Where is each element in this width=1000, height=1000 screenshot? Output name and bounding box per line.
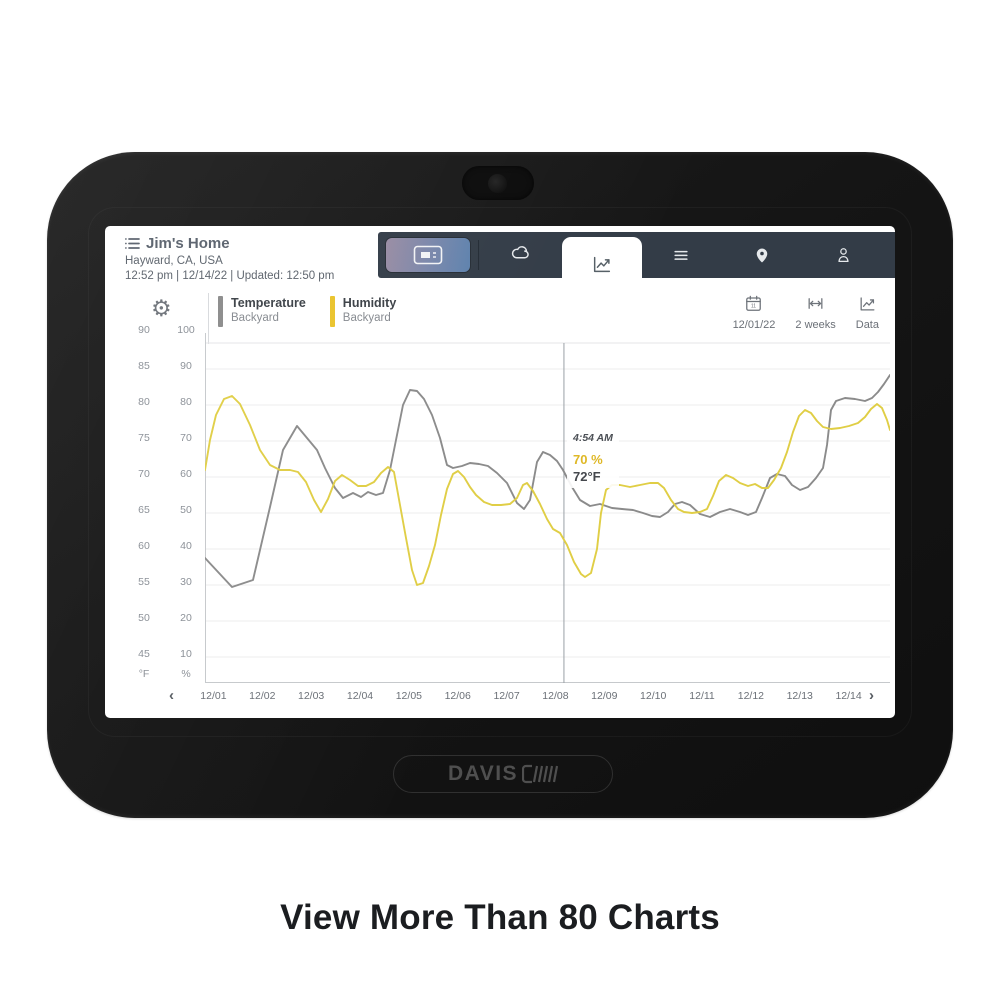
y-tick-f: 75: [138, 432, 150, 444]
y-unit-f: °F: [138, 668, 150, 680]
chart-plot[interactable]: [205, 333, 890, 683]
list-icon: [671, 245, 691, 265]
davis-logo: DAVIS: [393, 755, 613, 793]
svg-text:11: 11: [751, 303, 756, 309]
timespan-icon: [805, 294, 826, 313]
start-date-label: 12/01/22: [732, 319, 776, 331]
menu-list-icon[interactable]: [125, 237, 140, 250]
tab-charts[interactable]: [562, 237, 642, 290]
y-tick-f: 90: [138, 324, 150, 336]
legend-station-name: Backyard: [231, 312, 279, 324]
y-tick-pct: 90: [180, 360, 192, 372]
x-tick: 12/04: [346, 690, 374, 702]
legend-item-humidity[interactable]: Humidity Backyard: [329, 296, 397, 327]
y-tick-pct: 50: [180, 504, 192, 516]
x-tick: 12/07: [493, 690, 520, 702]
timespan-label: 2 weeks: [795, 319, 836, 331]
line-chart-icon: [591, 253, 613, 275]
gear-icon[interactable]: ⚙: [151, 296, 172, 322]
timespan-control[interactable]: 2 weeks: [795, 294, 836, 331]
x-tick: 12/14: [835, 690, 862, 702]
next-arrow[interactable]: ›: [869, 687, 874, 704]
tab-current-conditions[interactable]: [386, 238, 470, 272]
legend-divider: [208, 293, 209, 344]
x-tick: 12/03: [298, 690, 325, 702]
y-tick-pct: 70: [180, 432, 192, 444]
y-tick-pct: 100: [177, 324, 195, 336]
y-tick-f: 55: [138, 576, 150, 588]
x-tick: 12/12: [737, 690, 765, 702]
temperature-color-swatch: [218, 296, 223, 327]
data-view-label: Data: [855, 319, 879, 331]
legend-station-name: Backyard: [342, 312, 391, 324]
y-tick-pct: 60: [180, 468, 192, 480]
tab-map[interactable]: [740, 232, 784, 278]
legend-item-temperature[interactable]: Temperature Backyard: [218, 296, 306, 327]
cursor-tooltip: 4:54 AM 70 % 72°F: [567, 430, 619, 488]
caption: View More Than 80 Charts: [280, 898, 720, 937]
y-tick-f: 80: [138, 396, 150, 408]
station-location: Hayward, CA, USA: [125, 255, 223, 267]
davis-logo-text: DAVIS: [447, 762, 519, 785]
tooltip-humidity: 70 %: [573, 452, 603, 467]
tab-weather[interactable]: [498, 232, 542, 278]
account-icon: [834, 245, 853, 265]
y-tick-pct: 10: [180, 648, 192, 660]
start-date-control[interactable]: 11 12/01/22: [732, 294, 776, 331]
navbar-divider: [478, 240, 479, 270]
console-display-icon: [413, 245, 443, 265]
cloud-icon: [509, 244, 531, 266]
humidity-color-swatch: [329, 296, 335, 327]
x-tick: 12/08: [542, 690, 569, 702]
x-tick: 12/11: [689, 690, 715, 702]
y-tick-pct: 40: [180, 540, 192, 552]
screen: Jim's Home Hayward, CA, USA 12:52 pm | 1…: [105, 226, 895, 718]
y-tick-f: 50: [138, 612, 150, 624]
legend-series-name: Humidity: [342, 296, 397, 310]
y-axis-labels: 90 100 85 90 80 80 75 70 70 60 65 50 60 40 55 30…: [123, 324, 207, 693]
y-tick-f: 45: [138, 648, 150, 660]
x-tick: 12/05: [395, 690, 422, 702]
location-pin-icon: [753, 245, 771, 265]
tooltip-temperature: 72°F: [573, 469, 601, 484]
data-view-control[interactable]: Data: [856, 294, 879, 331]
davis-logo-stripes-icon: [522, 764, 559, 784]
y-tick-f: 85: [138, 360, 150, 372]
x-tick: 12/13: [786, 690, 813, 702]
line-chart-icon: [858, 294, 877, 313]
navbar: [378, 232, 895, 290]
series-line-temperature: [205, 374, 890, 588]
tooltip-time: 4:54 AM: [573, 432, 613, 444]
prev-arrow[interactable]: ‹: [169, 687, 174, 704]
tab-account[interactable]: [821, 232, 865, 278]
camera-lens: [488, 174, 507, 193]
y-tick-f: 70: [138, 468, 150, 480]
y-tick-f: 65: [138, 504, 150, 516]
camera: [462, 166, 534, 200]
x-tick: 12/02: [249, 690, 276, 702]
y-tick-pct: 80: [180, 396, 192, 408]
station-title: Jim's Home: [146, 235, 230, 252]
y-tick-f: 60: [138, 540, 150, 552]
x-tick: 12/09: [591, 690, 618, 702]
chart-legend: Temperature Backyard Humidity Backyard: [218, 296, 396, 327]
chart-controls: 11 12/01/22 2 weeks Data: [733, 294, 879, 331]
x-axis-labels: 12/01 12/02 12/03 12/04 12/05 12/06 12/0…: [189, 690, 873, 702]
x-tick: 12/01: [200, 690, 227, 702]
station-status-line: 12:52 pm | 12/14/22 | Updated: 12:50 pm: [125, 270, 335, 282]
tablet-device: Jim's Home Hayward, CA, USA 12:52 pm | 1…: [47, 152, 953, 818]
y-tick-pct: 20: [180, 612, 192, 624]
series-line-humidity: [205, 395, 890, 586]
x-tick: 12/06: [444, 690, 471, 702]
legend-series-name: Temperature: [231, 296, 306, 310]
header: Jim's Home Hayward, CA, USA 12:52 pm | 1…: [125, 235, 334, 282]
gridlines: [205, 368, 890, 658]
tab-readings[interactable]: [659, 232, 703, 278]
calendar-icon: 11: [744, 294, 763, 313]
x-tick: 12/10: [640, 690, 667, 702]
y-tick-pct: 30: [180, 576, 192, 588]
y-unit-pct: %: [181, 668, 191, 680]
